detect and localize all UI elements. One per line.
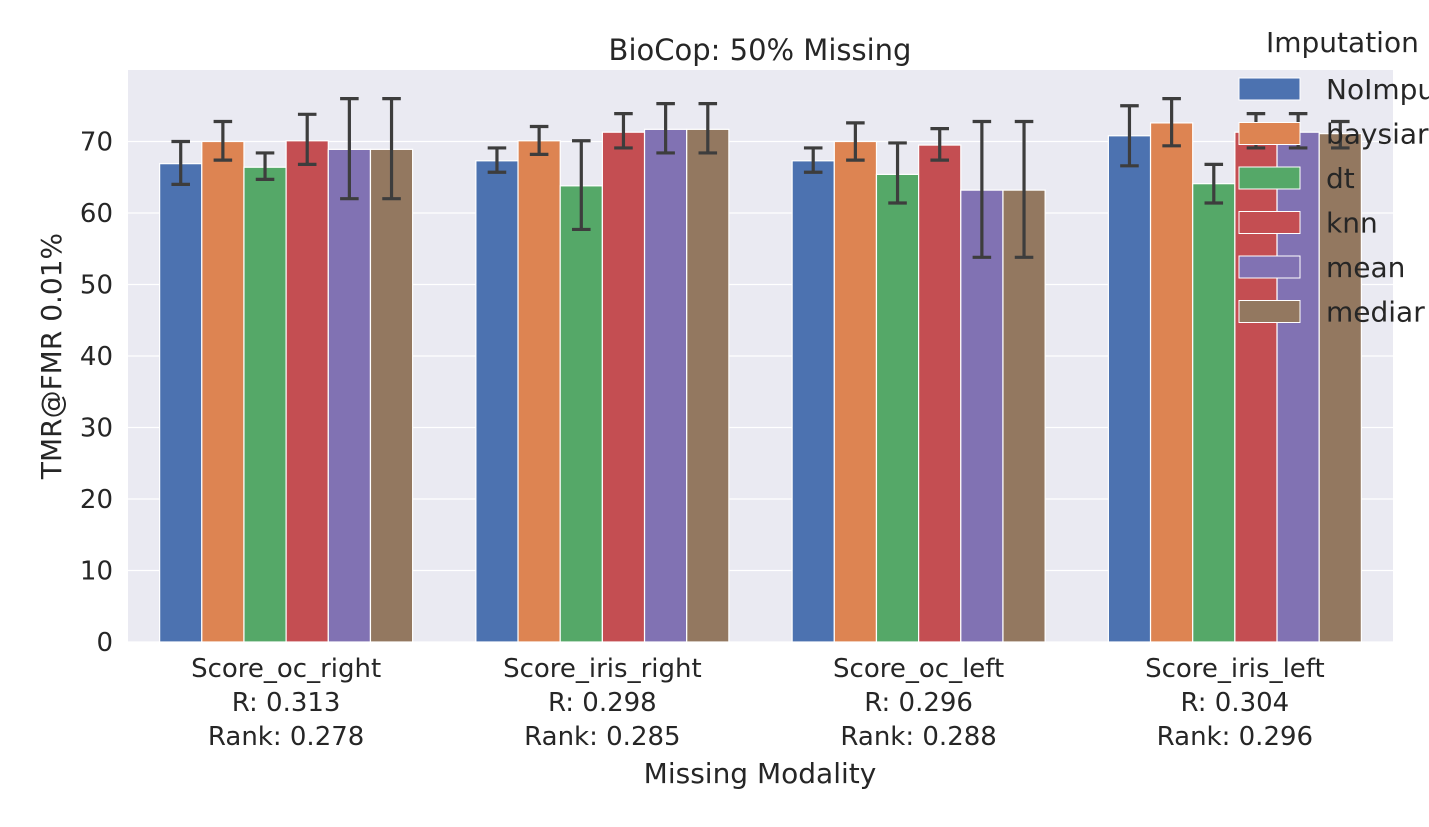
x-tick-label: R: 0.304 (1181, 688, 1290, 718)
legend-item-knn: knn (1238, 207, 1378, 240)
x-tick-label: Rank: 0.296 (1157, 722, 1313, 752)
error-bar-NoImputation-2 (803, 146, 823, 174)
error-bar-mean-2 (972, 119, 992, 259)
error-bar-knn-2 (930, 127, 949, 162)
error-bar-baysian-1 (529, 124, 549, 156)
error-bar-NoImputation-3 (1120, 104, 1139, 168)
x-tick-label: Score_oc_right (191, 654, 381, 684)
error-bar-median-1 (698, 102, 718, 155)
bar-baysian-2 (833, 140, 878, 643)
legend-swatch (1238, 166, 1301, 190)
bar-NoImputation-3 (1107, 135, 1152, 643)
legend-item-mean: mean (1238, 251, 1405, 284)
bar-median-0 (369, 148, 414, 643)
error-bar-knn-1 (614, 112, 633, 150)
legend-label: mean (1326, 251, 1405, 284)
legend-label: NoImpu (1326, 73, 1429, 106)
error-bar-baysian-3 (1162, 96, 1181, 148)
bar-knn-0 (285, 140, 329, 643)
error-bar-median-2 (1014, 119, 1034, 259)
y-tick-label: 70 (80, 128, 113, 158)
error-bar-mean-0 (340, 96, 359, 201)
bar-NoImputation-2 (791, 160, 835, 643)
bar-baysian-1 (517, 140, 561, 643)
bar-mean-1 (643, 128, 688, 643)
x-tick-labels: Score_oc_right R: 0.313 Rank: 0.278 Score_i… (191, 654, 1325, 752)
legend-swatch (1238, 300, 1301, 323)
bar-median-1 (686, 128, 730, 643)
legend-label: dt (1326, 162, 1355, 195)
legend-item-NoImputation: NoImpu (1238, 73, 1429, 106)
bar-mean-0 (327, 148, 372, 643)
error-bar-mean-1 (656, 102, 675, 155)
bar-dt-0 (243, 166, 287, 643)
error-bar-dt-1 (572, 139, 591, 232)
y-tick-label: 20 (80, 485, 113, 515)
error-bar-dt-3 (1204, 162, 1224, 205)
bar-dt-3 (1192, 183, 1236, 643)
legend-label: baysiar (1326, 118, 1429, 151)
legend-swatch (1238, 211, 1301, 234)
error-bar-median-3 (1331, 119, 1350, 150)
x-tick-label: R: 0.313 (232, 688, 341, 718)
bar-baysian-3 (1149, 122, 1194, 643)
legend-swatch (1238, 255, 1301, 279)
bar-knn-1 (601, 131, 646, 643)
legend-title: Imputation (1266, 26, 1419, 59)
error-bar-NoImputation-0 (171, 139, 190, 186)
y-tick-label: 0 (96, 628, 113, 658)
error-bar-knn-0 (297, 112, 317, 166)
bar-baysian-0 (201, 140, 245, 643)
legend: Imputation NoImpu baysiar dt knn mean mediar (1238, 26, 1429, 329)
legend-label: knn (1326, 207, 1378, 240)
y-tick-label: 40 (80, 342, 113, 372)
bar-knn-2 (918, 144, 962, 643)
error-bar-NoImputation-1 (487, 146, 507, 174)
y-tick-label: 50 (80, 271, 113, 301)
y-tick-label: 60 (80, 199, 113, 229)
legend-swatch (1238, 122, 1301, 145)
error-bars (171, 96, 1350, 259)
error-bar-baysian-2 (846, 121, 865, 162)
y-tick-labels: 0 10 20 30 40 50 60 70 (80, 128, 113, 659)
bar-dt-1 (559, 185, 603, 643)
legend-label: mediar (1326, 296, 1425, 329)
x-tick-label: Rank: 0.288 (840, 722, 996, 752)
legend-swatch (1238, 77, 1301, 101)
legend-item-median: mediar (1238, 296, 1425, 329)
bar-knn-3 (1234, 131, 1278, 643)
y-axis-title: TMR@FMR 0.01% (35, 233, 68, 480)
x-tick-label: Score_iris_left (1145, 654, 1325, 684)
y-tick-label: 30 (80, 414, 113, 444)
x-tick-label: Rank: 0.278 (208, 722, 364, 752)
error-bar-median-0 (382, 96, 401, 201)
legend-item-baysian: baysiar (1238, 118, 1429, 151)
error-bar-dt-0 (255, 151, 275, 181)
bar-NoImputation-1 (475, 160, 519, 643)
error-bar-dt-2 (888, 141, 907, 205)
x-tick-label: Rank: 0.285 (524, 722, 680, 752)
legend-item-dt: dt (1238, 162, 1355, 195)
x-tick-label: R: 0.298 (548, 688, 657, 718)
x-axis-title: Missing Modality (644, 757, 877, 790)
bar-median-3 (1318, 133, 1362, 643)
bar-mean-3 (1276, 131, 1320, 643)
bar-median-2 (1002, 189, 1046, 643)
chart-title: BioCop: 50% Missing (609, 33, 912, 67)
error-bar-baysian-0 (213, 119, 233, 162)
x-tick-label: R: 0.296 (864, 688, 973, 718)
y-tick-label: 10 (80, 557, 113, 587)
x-tick-label: Score_oc_left (833, 654, 1004, 684)
x-tick-label: Score_iris_right (503, 654, 702, 684)
bar-dt-2 (875, 173, 920, 643)
bar-NoImputation-0 (159, 163, 203, 643)
